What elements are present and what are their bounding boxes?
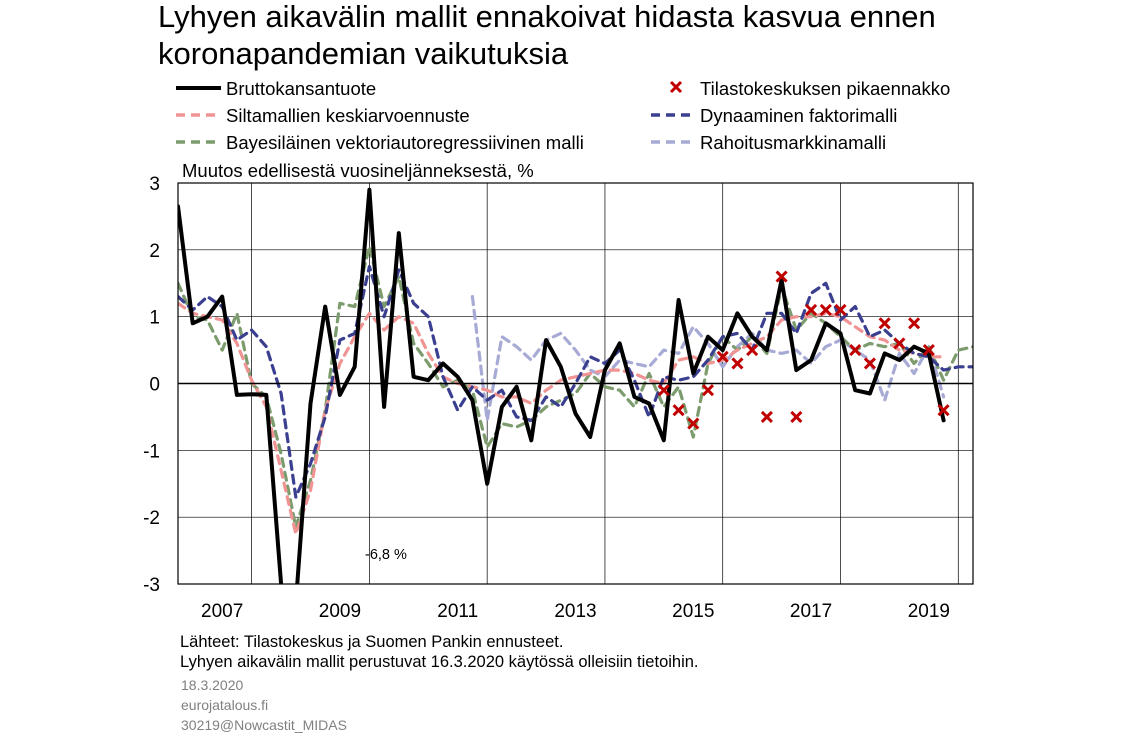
marker-stroke xyxy=(922,344,935,357)
marker-stroke xyxy=(937,404,950,417)
flash-estimate-marker xyxy=(937,404,950,417)
series-line-bvar xyxy=(178,244,973,529)
x-tick-label: 2013 xyxy=(554,601,596,622)
flash-estimate-marker xyxy=(746,344,759,357)
annotation-gdp-drop: -6,8 % xyxy=(365,547,407,563)
flash-estimate-marker xyxy=(834,303,847,317)
marker-stroke xyxy=(701,384,715,397)
marker-stroke xyxy=(790,410,803,423)
x-tick-label: 2011 xyxy=(437,601,478,622)
footer-date: 18.3.2020 xyxy=(181,677,243,693)
source-note-2: Lyhyen aikavälin mallit perustuvat 16.3.… xyxy=(180,653,699,671)
legend-label-fin: Rahoitusmarkkinamalli xyxy=(700,132,886,153)
marker-stroke xyxy=(716,350,729,363)
legend-label-gdp: Bruttokansantuote xyxy=(226,78,376,99)
y-tick-label: -1 xyxy=(143,441,160,462)
marker-stroke xyxy=(878,317,891,330)
marker-stroke xyxy=(908,317,921,330)
flash-estimate-marker xyxy=(716,350,729,363)
y-tick-label: 2 xyxy=(149,241,160,262)
legend-label-bvar: Bayesiläinen vektoriautoregressiivinen m… xyxy=(226,132,584,153)
series-line-gdp xyxy=(178,187,946,584)
flash-estimate-marker xyxy=(849,344,862,357)
flash-estimate-marker xyxy=(775,270,788,283)
series-layer xyxy=(178,187,973,584)
y-tick-label: -3 xyxy=(143,575,160,596)
flash-estimate-marker xyxy=(863,357,877,370)
footer-code: 30219@Nowcastit_MIDAS xyxy=(181,717,347,733)
axis-layer: -3 -2 -1 0 1 2 3 2007 2009 2011 2013 2015 2017 2019 xyxy=(143,174,974,622)
flash-estimate-marker xyxy=(922,344,935,357)
x-tick-label: 2017 xyxy=(790,601,832,622)
marker-stroke xyxy=(746,344,759,357)
flash-estimate-marker xyxy=(804,303,818,317)
series-line-dfm xyxy=(178,264,973,499)
flash-estimate-marker xyxy=(760,410,773,423)
marker-stroke xyxy=(849,344,862,357)
plot-frame xyxy=(177,182,974,585)
marker-stroke xyxy=(731,357,744,370)
x-tick-label: 2019 xyxy=(908,601,950,622)
x-tick-label: 2009 xyxy=(319,601,361,622)
legend-label-dfm: Dynaaminen faktorimalli xyxy=(700,105,897,126)
chart-title-line-1: Lyhyen aikavälin mallit ennakoivat hidas… xyxy=(158,0,936,34)
y-axis-label: Muutos edellisestä vuosineljänneksestä, … xyxy=(182,160,534,181)
legend-marker-flash xyxy=(669,80,683,94)
legend-label-bridge: Siltamallien keskiarvoennuste xyxy=(226,105,470,126)
flash-estimate-marker xyxy=(893,337,906,350)
flash-estimate-marker xyxy=(687,417,700,430)
x-tick-label: 2007 xyxy=(201,601,243,622)
marker-stroke xyxy=(819,303,832,317)
marker-stroke xyxy=(775,270,788,283)
footer-site: eurojatalous.fi xyxy=(181,697,268,713)
legend: Bruttokansantuote Siltamallien keskiarvo… xyxy=(176,78,950,153)
marker-stroke xyxy=(687,417,700,430)
y-tick-label: 3 xyxy=(149,174,160,195)
marker-stroke xyxy=(760,410,773,423)
flash-estimate-marker xyxy=(878,317,891,330)
chart-title-line-2: koronapandemian vaikutuksia xyxy=(158,36,569,71)
flash-estimate-marker xyxy=(908,317,921,330)
marker-layer xyxy=(657,270,950,430)
source-note-1: Lähteet: Tilastokeskus ja Suomen Pankin … xyxy=(180,633,563,651)
flash-estimate-marker xyxy=(731,357,744,370)
flash-estimate-marker xyxy=(672,404,685,417)
series-line-fin xyxy=(470,295,946,422)
series-line-bridge xyxy=(178,301,946,536)
marker-stroke xyxy=(834,303,847,317)
marker-stroke xyxy=(657,384,670,397)
flash-estimate-marker xyxy=(657,384,670,397)
legend-label-flash: Tilastokeskuksen pikaennakko xyxy=(700,78,950,99)
flash-estimate-marker xyxy=(819,303,832,317)
y-tick-label: 0 xyxy=(149,375,160,396)
flash-estimate-marker xyxy=(701,384,715,397)
marker-stroke xyxy=(672,404,685,417)
marker-stroke xyxy=(863,357,877,370)
marker-stroke xyxy=(804,303,818,317)
marker-stroke xyxy=(893,337,906,350)
y-tick-label: -2 xyxy=(143,508,160,529)
y-tick-label: 1 xyxy=(149,308,160,329)
flash-estimate-marker xyxy=(790,410,803,423)
x-tick-label: 2015 xyxy=(672,601,714,622)
